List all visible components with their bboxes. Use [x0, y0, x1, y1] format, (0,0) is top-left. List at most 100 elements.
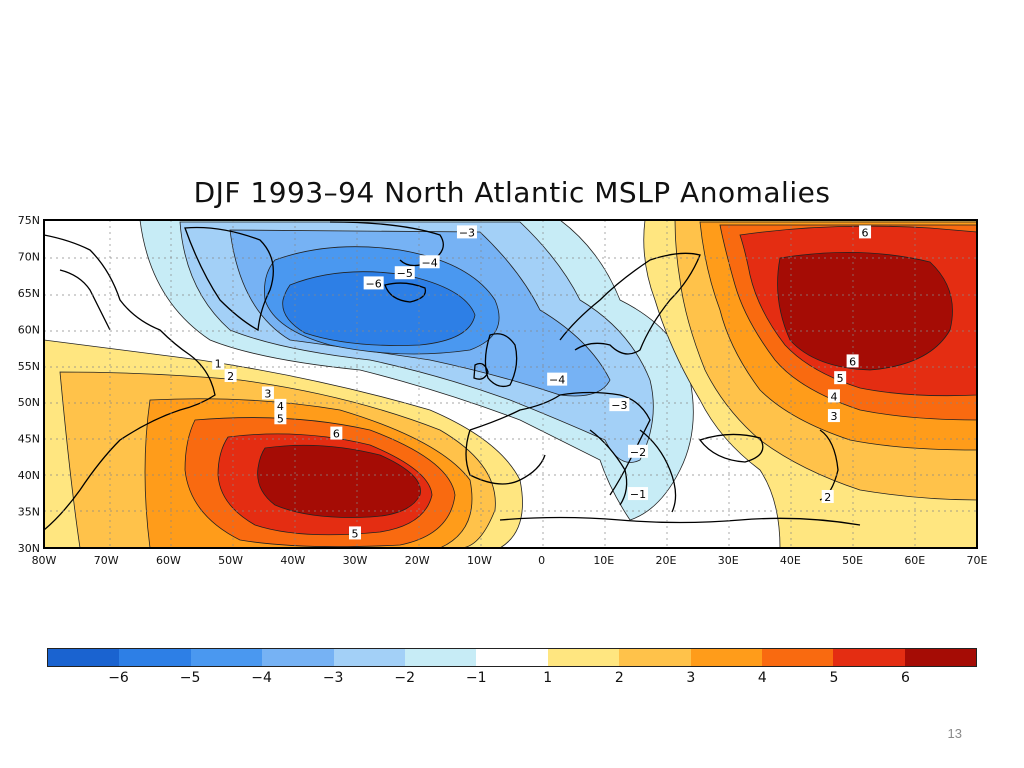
contour-label: 6	[330, 426, 343, 441]
contour-label-box	[846, 354, 859, 368]
lat-tick-label: 55N	[18, 360, 40, 373]
colorbar-bin	[476, 649, 548, 666]
colorbar-tick-label: −4	[251, 670, 272, 686]
map-title: DJF 1993–94 North Atlantic MSLP Anomalie…	[193, 176, 831, 209]
contour-label-box	[330, 426, 343, 440]
lat-tick-label: 40N	[18, 469, 40, 482]
contour-label: −3	[609, 398, 630, 412]
lon-tick-label: 40W	[280, 554, 305, 567]
lon-tick-label: 10E	[593, 554, 614, 567]
contour-label-text: 2	[824, 491, 831, 504]
colorbar-bin	[833, 649, 905, 666]
lon-tick-label: 50W	[218, 554, 243, 567]
contour-label: 6	[846, 354, 859, 368]
contour-label: −5	[394, 266, 415, 280]
contour-label: 5	[349, 526, 361, 540]
positive-anomaly-west	[44, 339, 523, 548]
colorbar-tick-label: 3	[686, 670, 696, 686]
lat-tick-label: 65N	[18, 287, 40, 300]
colorbar-bin	[48, 649, 120, 666]
colorbar-tick-label: 4	[757, 670, 767, 686]
lon-tick-label: 30W	[343, 554, 368, 567]
lat-tick-label: 75N	[18, 214, 40, 227]
contour-label-text: 4	[830, 390, 837, 403]
contour-label-text: 6	[333, 428, 340, 441]
contour-label: −3	[456, 225, 477, 239]
contour-label: 4	[827, 389, 840, 403]
contour-label-text: 1	[215, 358, 222, 371]
contour-label-box	[827, 409, 840, 423]
contour-label-box	[419, 255, 440, 269]
contour-label-text: −4	[422, 256, 438, 269]
colorbar-tick-label: −6	[108, 670, 129, 686]
map-frame	[43, 219, 978, 549]
contour-label-text: 3	[264, 387, 271, 400]
contour-label-text: 6	[849, 355, 856, 368]
contour-label-text: 5	[277, 412, 284, 425]
contour-label-text: 6	[862, 226, 869, 239]
contour-label-box	[363, 276, 384, 290]
colorbar-bin	[404, 649, 477, 666]
lon-tick-label: 50E	[842, 554, 863, 567]
contour-label-box	[224, 368, 237, 382]
colorbar-bin	[904, 649, 977, 666]
longitude-axis: 80W 70W 60W 50W 40W 30W 20W 10W 0 10E 20E 30E 40E 50E…	[32, 554, 988, 567]
lon-tick-label: 0	[538, 554, 545, 567]
lon-tick-label: 30E	[718, 554, 739, 567]
lon-tick-label: 70E	[967, 554, 988, 567]
lon-tick-label: 60W	[156, 554, 181, 567]
coastlines	[44, 221, 861, 531]
lat-tick-label: 50N	[18, 396, 40, 409]
contour-label-box	[859, 225, 872, 239]
contour-label: −4	[547, 372, 568, 387]
colorbar-bin	[262, 649, 334, 666]
contour-label-text: −2	[630, 446, 646, 459]
contour-label-box	[274, 398, 287, 412]
contour-label-text: −3	[611, 399, 627, 412]
contour-label-box	[834, 371, 847, 385]
contour-label-text: 2	[227, 370, 234, 383]
colorbar-tick-label: 5	[829, 670, 839, 686]
latitude-axis: 75N 70N 65N 60N 55N 50N 45N 40N 35N 30N	[18, 214, 40, 555]
contour-label: 3	[261, 386, 274, 400]
contour-label: 4	[274, 398, 287, 413]
contour-label-text: 3	[830, 410, 837, 423]
colorbar	[47, 648, 977, 667]
lat-tick-label: 45N	[18, 433, 40, 446]
contour-label-box	[609, 398, 630, 412]
positive-anomaly-east	[643, 220, 977, 548]
colorbar-tick-label: 2	[614, 670, 624, 686]
colorbar-bin	[119, 649, 191, 666]
lon-tick-label: 60E	[904, 554, 925, 567]
contour-label-text: −1	[630, 488, 646, 501]
contour-label: −1	[628, 487, 649, 501]
contour-label-box	[456, 225, 477, 239]
contour-label: −6	[363, 276, 384, 290]
lon-tick-label: 20E	[656, 554, 677, 567]
contour-label-text: −4	[549, 374, 565, 387]
contour-label: 5	[274, 411, 287, 425]
colorbar-bin	[619, 649, 691, 666]
colorbar-bin	[333, 649, 405, 666]
contour-label: −4	[419, 255, 440, 269]
lon-tick-label: 80W	[32, 554, 57, 567]
lat-tick-label: 30N	[18, 542, 40, 555]
colorbar-bin	[690, 649, 762, 666]
contour-label-box	[628, 444, 649, 458]
lat-tick-label: 70N	[18, 250, 40, 263]
colorbar-tick-label: −1	[465, 670, 487, 686]
colorbar-bin	[547, 649, 620, 666]
contour-label: 5	[834, 371, 847, 385]
colorbar-tick-label: −3	[322, 670, 344, 686]
contour-label-text: 5	[352, 527, 359, 540]
contour-label-box	[394, 266, 415, 280]
lon-tick-label: 40E	[780, 554, 801, 567]
graticule	[44, 220, 977, 548]
colorbar-tick-label: −2	[394, 670, 415, 686]
contour-label: 2	[224, 368, 237, 383]
contour-label-box	[827, 389, 840, 403]
contour-label-text: −3	[459, 226, 475, 239]
contour-label-text: 5	[837, 372, 844, 385]
contour-label-box	[261, 386, 274, 400]
